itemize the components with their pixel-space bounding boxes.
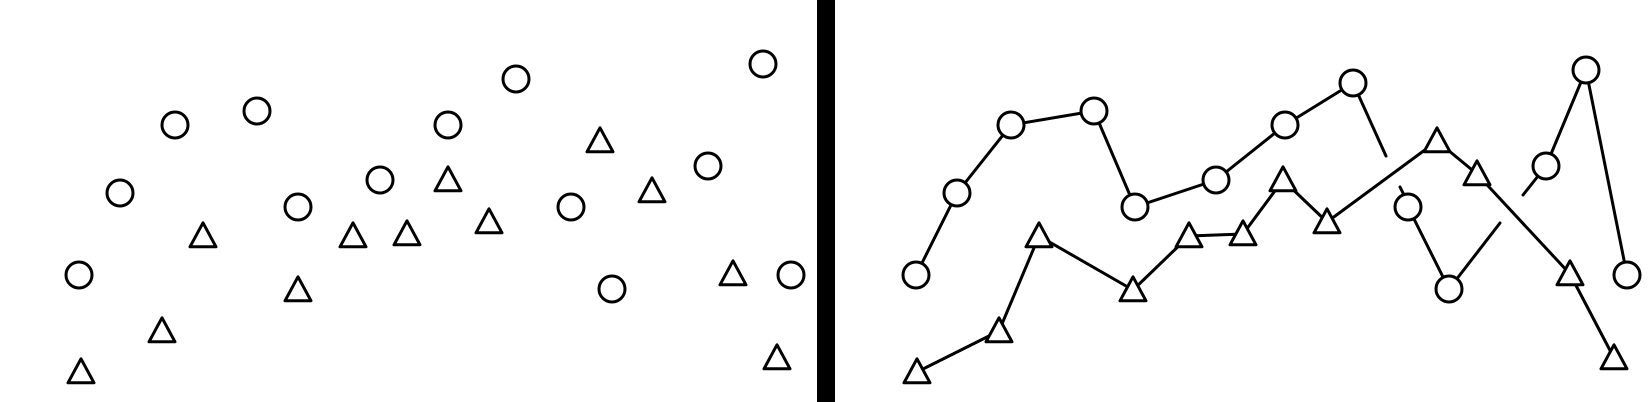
left-triangle-marker-11 — [718, 259, 748, 287]
triangle-link-8 — [1325, 139, 1439, 224]
left-circle-marker-4 — [242, 96, 272, 126]
left-circle-marker-12 — [748, 49, 778, 79]
left-triangle-marker-3 — [188, 221, 218, 249]
left-triangle-marker-4 — [283, 275, 313, 303]
right-circle-marker-4 — [1079, 96, 1109, 126]
circle-link-6 — [1214, 123, 1287, 182]
right-triangle-marker-2 — [984, 316, 1014, 344]
right-triangle-marker-10 — [1462, 159, 1492, 187]
right-circle-marker-6 — [1201, 165, 1231, 195]
right-panel-markers — [901, 55, 1642, 385]
panel-divider — [817, 0, 835, 402]
right-circle-marker-3 — [996, 110, 1026, 140]
right-triangle-marker-12 — [1599, 343, 1629, 371]
right-panel-connected-points — [901, 55, 1642, 385]
left-circle-marker-6 — [365, 165, 395, 195]
left-circle-marker-13 — [776, 260, 806, 290]
left-circle-marker-8 — [501, 64, 531, 94]
right-circle-marker-9 — [1393, 192, 1423, 222]
left-triangle-marker-1 — [66, 357, 96, 385]
left-circle-marker-11 — [693, 151, 723, 181]
right-circle-marker-2 — [942, 178, 972, 208]
right-circle-marker-10 — [1434, 274, 1464, 304]
left-triangle-marker-2 — [147, 316, 177, 344]
left-triangle-marker-12 — [762, 343, 792, 371]
right-triangle-marker-3 — [1024, 221, 1054, 249]
left-triangle-marker-10 — [637, 176, 667, 204]
right-circle-marker-12 — [1571, 55, 1601, 85]
left-triangle-marker-8 — [474, 207, 504, 235]
left-triangle-marker-6 — [392, 219, 422, 247]
right-circle-marker-7 — [1270, 110, 1300, 140]
left-panel-unconnected-points — [64, 49, 806, 385]
right-triangle-marker-1 — [902, 357, 932, 385]
circle-link-4 — [1092, 109, 1137, 209]
triangle-link-1 — [915, 329, 1001, 374]
right-triangle-marker-11 — [1555, 259, 1585, 287]
left-triangle-marker-5 — [338, 221, 368, 249]
right-circle-marker-1 — [901, 260, 931, 290]
right-circle-marker-13 — [1612, 260, 1642, 290]
right-triangle-marker-8 — [1312, 207, 1342, 235]
circle-link-8 — [1406, 205, 1451, 291]
right-triangle-marker-5 — [1174, 221, 1204, 249]
triangle-link-3 — [1037, 234, 1135, 292]
left-circle-marker-7 — [433, 110, 463, 140]
right-circle-marker-11 — [1531, 151, 1561, 181]
right-triangle-marker-4 — [1118, 275, 1148, 303]
right-circle-marker-8 — [1338, 68, 1368, 98]
right-triangle-marker-7 — [1268, 165, 1298, 193]
circle-link-10 — [1584, 68, 1629, 277]
left-circle-marker-2 — [105, 178, 135, 208]
triangle-link-11 — [1568, 272, 1616, 360]
left-circle-marker-1 — [64, 260, 94, 290]
left-circle-marker-5 — [283, 192, 313, 222]
left-circle-marker-9 — [556, 192, 586, 222]
right-triangle-marker-9 — [1422, 126, 1452, 154]
right-triangle-marker-6 — [1228, 219, 1258, 247]
triangle-link-10 — [1475, 172, 1572, 276]
left-circle-marker-3 — [160, 110, 190, 140]
triangle-link-2 — [997, 234, 1041, 333]
left-triangle-marker-9 — [585, 126, 615, 154]
left-circle-marker-10 — [597, 274, 627, 304]
left-triangle-marker-7 — [433, 165, 463, 193]
right-circle-marker-5 — [1120, 192, 1150, 222]
circle-link-9 — [1544, 68, 1588, 168]
circle-link-1 — [914, 191, 959, 277]
